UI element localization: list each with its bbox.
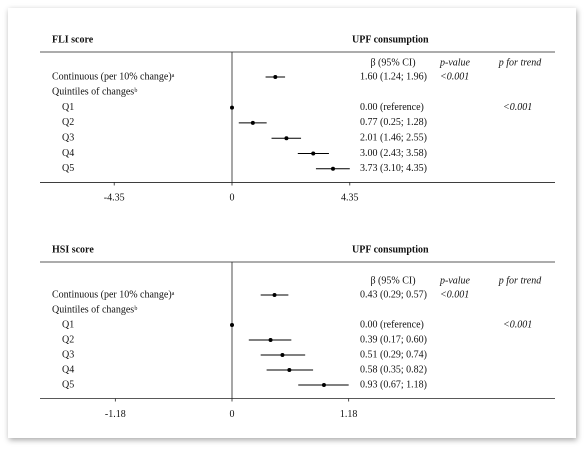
estimate-label: 0.93 (0.67; 1.18) [360,379,427,390]
estimate-point [272,293,277,297]
p-value: <0.001 [440,289,469,300]
x-tick-label: 4.35 [341,193,359,204]
x-tick-label: 1.18 [340,409,358,420]
row-label: Q4 [62,148,74,159]
estimate-label: 0.43 (0.29; 0.57) [360,289,427,300]
estimate-label: 3.73 (3.10; 4.35) [360,163,427,174]
column-header: β (95% CI) [370,275,415,286]
x-tick-label: 0 [230,409,235,420]
estimate-label: 0.51 (0.29; 0.74) [360,349,427,360]
column-header: p-value [439,275,471,286]
panel-subtitle: UPF consumption [352,244,429,255]
row-label: Continuous (per 10% change)ᵃ [52,289,175,300]
column-header: β (95% CI) [370,57,415,68]
row-label: Continuous (per 10% change)ᵃ [52,71,175,82]
panel-subtitle: UPF consumption [352,34,429,45]
column-header: p for trend [498,275,542,286]
panel-title: FLI score [52,34,94,45]
estimate-point [268,338,273,342]
p-trend: <0.001 [503,319,532,330]
row-label: Q4 [62,364,74,375]
frame [8,8,576,438]
estimate-point [330,166,335,171]
estimate-point [230,105,234,110]
p-trend: <0.001 [503,102,532,113]
estimate-label: 0.00 (reference) [360,102,424,113]
estimate-point [250,120,255,125]
estimate-label: 3.00 (2.43; 3.58) [360,148,427,159]
estimate-label: 0.00 (reference) [360,319,424,330]
row-label: Quintiles of changesᵇ [52,304,137,315]
x-tick-label: -1.18 [105,409,126,420]
estimate-point [321,383,326,387]
row-label: Q5 [62,163,74,174]
column-header: p-value [439,57,471,68]
column-header: p for trend [498,57,542,68]
estimate-label: 0.58 (0.35; 0.82) [360,364,427,375]
row-label: Q3 [62,349,74,360]
row-label: Q3 [62,132,74,143]
row-label: Q5 [62,379,74,390]
estimate-point [311,151,316,156]
panel-title: HSI score [52,244,94,255]
x-tick-label: -4.35 [104,193,125,204]
row-label: Q2 [62,117,74,128]
estimate-label: 2.01 (1.46; 2.55) [360,132,427,143]
estimate-point [287,368,292,372]
estimate-label: 1.60 (1.24; 1.96) [360,71,427,82]
estimate-label: 0.77 (0.25; 1.28) [360,117,427,128]
estimate-label: 0.39 (0.17; 0.60) [360,334,427,345]
estimate-point [273,75,278,79]
row-label: Q1 [62,102,74,113]
p-value: <0.001 [440,71,469,82]
row-label: Q2 [62,334,74,345]
estimate-point [284,136,289,141]
row-label: Quintiles of changesᵇ [52,87,137,98]
x-tick-label: 0 [230,193,235,204]
estimate-point [280,353,285,357]
estimate-point [230,323,234,327]
row-label: Q1 [62,319,74,330]
